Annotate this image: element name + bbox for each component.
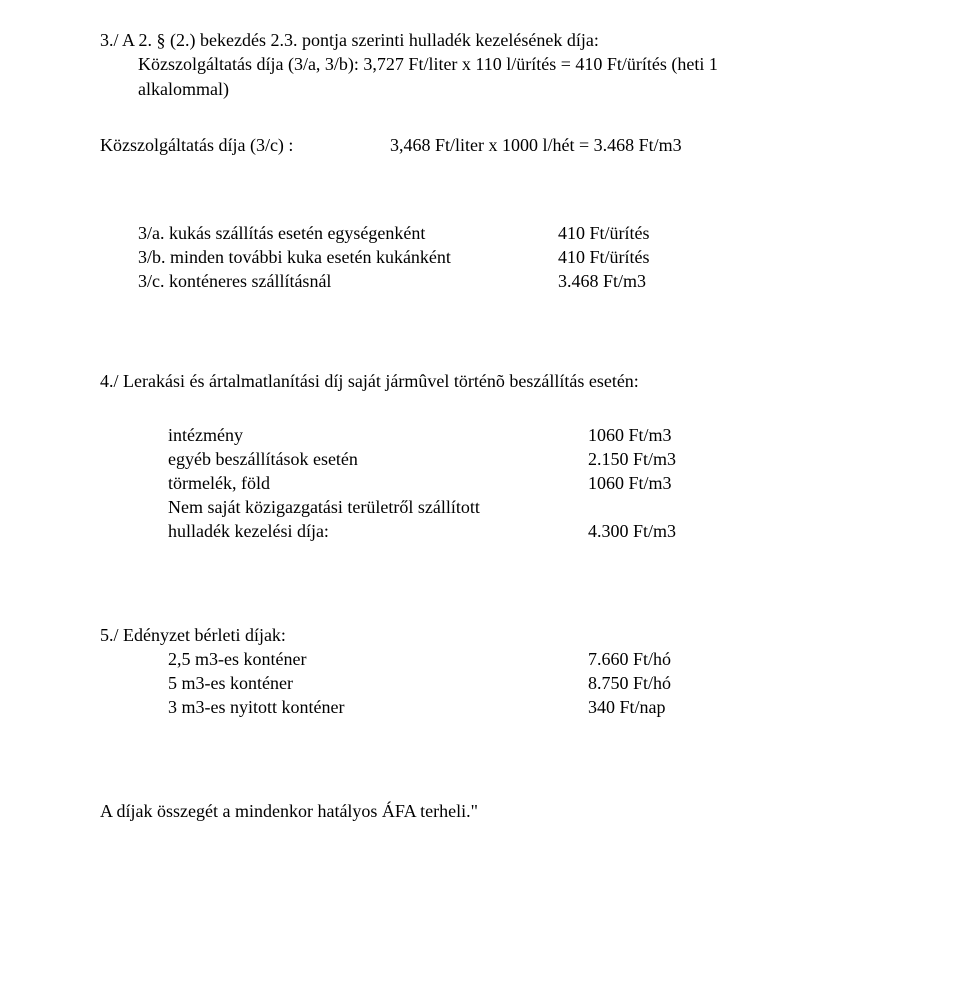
row-value: 3.468 Ft/m3 (558, 269, 646, 293)
table-row: 5 m3-es konténer 8.750 Ft/hó (168, 671, 870, 695)
kozszolg-label: Közszolgáltatás díja (3/c) : (100, 133, 293, 157)
row-label: 5 m3-es konténer (168, 671, 293, 695)
row-label: 3/c. konténeres szállításnál (138, 269, 331, 293)
row-label: hulladék kezelési díja: (168, 519, 329, 543)
row-label: intézmény (168, 423, 243, 447)
section-4-title: 4./ Lerakási és ártalmatlanítási díj saj… (100, 369, 870, 393)
table-row: 3 m3-es nyitott konténer 340 Ft/nap (168, 695, 870, 719)
table-row: 3/c. konténeres szállításnál 3.468 Ft/m3 (138, 269, 870, 293)
section-5-title: 5./ Edényzet bérleti díjak: (100, 623, 870, 647)
table-row: Nem saját közigazgatási területről száll… (168, 495, 870, 519)
row-value: 1060 Ft/m3 (588, 423, 672, 447)
section-3-title: 3./ A 2. § (2.) bekezdés 2.3. pontja sze… (100, 28, 870, 52)
table-row: 3/a. kukás szállítás esetén egységenként… (138, 221, 870, 245)
row-value: 4.300 Ft/m3 (588, 519, 676, 543)
row-value: 8.750 Ft/hó (588, 671, 671, 695)
row-label: törmelék, föld (168, 471, 270, 495)
row-label: 2,5 m3-es konténer (168, 647, 306, 671)
section-4: 4./ Lerakási és ártalmatlanítási díj saj… (100, 369, 870, 543)
section-3: 3./ A 2. § (2.) bekezdés 2.3. pontja sze… (100, 28, 870, 157)
table-row: 2,5 m3-es konténer 7.660 Ft/hó (168, 647, 870, 671)
row-label: Nem saját közigazgatási területről száll… (168, 495, 480, 519)
section-3-formula: Közszolgáltatás díja (3/a, 3/b): 3,727 F… (100, 52, 870, 101)
row-label: 3 m3-es nyitott konténer (168, 695, 344, 719)
row-value: 340 Ft/nap (588, 695, 666, 719)
table-row: törmelék, föld 1060 Ft/m3 (168, 471, 870, 495)
section-3-kozszolg-row: Közszolgáltatás díja (3/c) : 3,468 Ft/li… (100, 133, 870, 157)
table-row: egyéb beszállítások esetén 2.150 Ft/m3 (168, 447, 870, 471)
formula-line-1: Közszolgáltatás díja (3/a, 3/b): 3,727 F… (138, 52, 870, 76)
row-value: 1060 Ft/m3 (588, 471, 672, 495)
row-label: 3/a. kukás szállítás esetén egységenként (138, 221, 425, 245)
kozszolg-value: 3,468 Ft/liter x 1000 l/hét = 3.468 Ft/m… (390, 133, 682, 157)
section-5: 5./ Edényzet bérleti díjak: 2,5 m3-es ko… (100, 623, 870, 719)
table-row: intézmény 1060 Ft/m3 (168, 423, 870, 447)
section-3a: 3/a. kukás szállítás esetén egységenként… (100, 221, 870, 293)
row-value: 2.150 Ft/m3 (588, 447, 676, 471)
formula-line-2: alkalommal) (138, 77, 870, 101)
row-label: egyéb beszállítások esetén (168, 447, 358, 471)
table-row: 3/b. minden további kuka esetén kukánkén… (138, 245, 870, 269)
row-value: 410 Ft/ürítés (558, 221, 650, 245)
table-row: hulladék kezelési díja: 4.300 Ft/m3 (168, 519, 870, 543)
final-note: A díjak összegét a mindenkor hatályos ÁF… (100, 799, 870, 823)
row-label: 3/b. minden további kuka esetén kukánkén… (138, 245, 451, 269)
row-value: 410 Ft/ürítés (558, 245, 650, 269)
row-value: 7.660 Ft/hó (588, 647, 671, 671)
